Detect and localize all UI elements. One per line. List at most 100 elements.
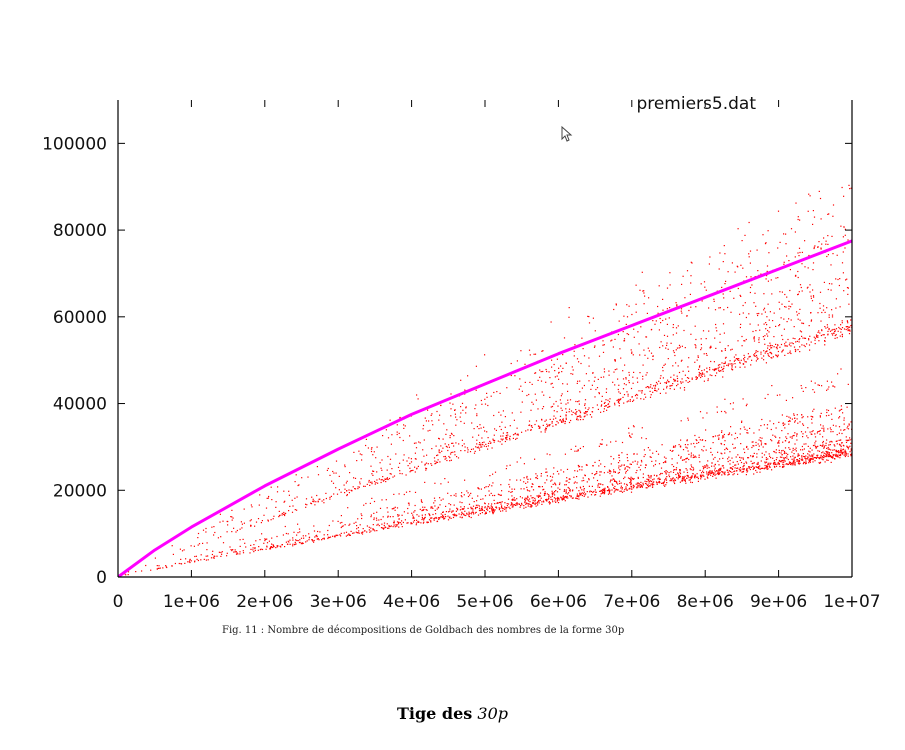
data-point <box>793 459 795 461</box>
data-point <box>659 392 661 394</box>
data-point <box>839 416 841 418</box>
data-point <box>753 466 755 468</box>
data-point <box>793 413 795 415</box>
data-point <box>560 402 562 404</box>
data-point <box>239 528 241 530</box>
data-point <box>374 483 376 485</box>
data-point <box>566 495 568 498</box>
data-point <box>603 376 605 378</box>
data-point <box>583 384 585 387</box>
data-point <box>626 489 628 491</box>
data-point <box>576 382 578 384</box>
data-point <box>462 409 464 411</box>
data-point <box>790 456 792 458</box>
data-point <box>539 426 541 428</box>
data-point <box>431 420 433 422</box>
data-point <box>718 366 720 368</box>
data-point <box>812 416 814 418</box>
data-point <box>840 331 842 333</box>
data-point <box>385 499 387 501</box>
data-point <box>797 455 799 457</box>
data-point <box>478 447 480 449</box>
data-point <box>698 375 700 377</box>
data-point <box>546 475 548 477</box>
data-point <box>703 281 706 283</box>
data-point <box>461 402 464 404</box>
data-point <box>648 386 650 388</box>
data-point <box>514 432 517 434</box>
data-point <box>819 415 821 417</box>
data-point <box>401 514 403 516</box>
data-point <box>830 264 832 266</box>
data-point <box>476 506 478 508</box>
data-point <box>812 457 814 459</box>
data-point <box>674 380 677 382</box>
data-point <box>321 539 323 541</box>
data-point <box>716 372 718 374</box>
data-point <box>466 447 469 449</box>
data-point <box>764 464 766 467</box>
data-point <box>799 338 801 340</box>
data-point <box>423 508 425 511</box>
data-point <box>764 343 766 345</box>
data-point <box>636 469 638 472</box>
data-point <box>637 477 639 479</box>
data-point <box>781 351 783 353</box>
data-point <box>708 330 710 332</box>
data-point <box>536 475 538 477</box>
data-point <box>568 408 571 410</box>
data-point <box>473 501 475 503</box>
data-point <box>418 515 420 517</box>
data-point <box>565 480 567 482</box>
data-point <box>646 487 648 489</box>
data-point <box>554 494 556 496</box>
data-point <box>699 365 701 367</box>
x-tick-label: 2e+06 <box>236 592 293 612</box>
data-point <box>643 292 645 294</box>
data-point <box>794 449 796 451</box>
data-point <box>809 195 811 197</box>
data-point <box>722 293 724 295</box>
data-point <box>690 333 692 335</box>
data-point <box>832 334 834 336</box>
data-point <box>719 468 721 470</box>
data-point <box>455 495 457 497</box>
data-point <box>742 466 744 468</box>
data-point <box>647 479 649 481</box>
data-point <box>436 520 439 522</box>
data-point <box>834 445 836 447</box>
data-point <box>627 400 629 402</box>
data-point <box>774 435 776 437</box>
data-point <box>623 477 625 480</box>
data-point <box>603 410 605 413</box>
data-point <box>392 476 394 478</box>
data-point <box>826 452 828 454</box>
data-point <box>229 546 231 548</box>
data-point <box>557 487 559 489</box>
data-point <box>214 531 216 534</box>
data-point <box>648 477 650 479</box>
data-point <box>765 242 767 244</box>
data-point <box>841 327 844 329</box>
data-point <box>358 532 360 534</box>
data-point <box>673 388 675 390</box>
data-point <box>849 329 851 331</box>
data-point <box>651 387 653 389</box>
data-point <box>670 385 672 387</box>
data-point <box>372 528 374 530</box>
data-point <box>792 447 794 449</box>
data-point <box>430 414 432 416</box>
data-point <box>753 354 755 356</box>
data-point <box>734 467 736 469</box>
data-point <box>827 451 829 453</box>
data-point <box>678 344 681 346</box>
data-point <box>613 478 615 480</box>
data-point <box>782 463 784 465</box>
data-point <box>608 469 610 471</box>
data-point <box>794 443 796 445</box>
data-point <box>818 457 820 459</box>
data-point <box>639 289 641 291</box>
x-tick-label: 4e+06 <box>383 592 440 612</box>
data-point <box>557 496 559 499</box>
data-point <box>748 221 750 224</box>
